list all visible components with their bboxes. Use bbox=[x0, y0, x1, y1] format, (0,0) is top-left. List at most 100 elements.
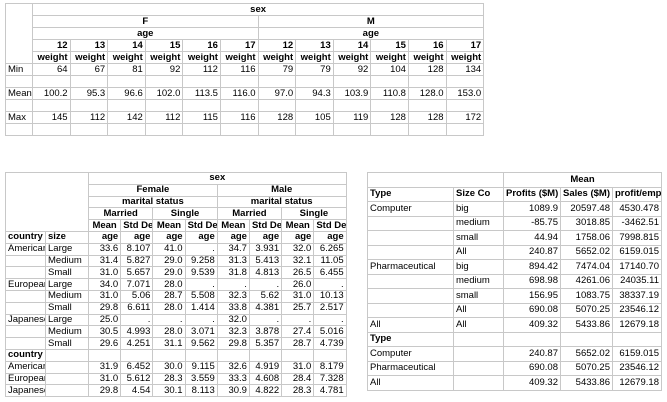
cell-value: 5.06 bbox=[120, 289, 154, 303]
cell-value: 92 bbox=[144, 63, 184, 76]
spacer-cell bbox=[257, 123, 297, 136]
table-row: Small 29.6 4.251 31.1 9.562 29.8 5.357 28.7 4.73… bbox=[5, 337, 347, 350]
cell-value: 41.0 bbox=[152, 242, 186, 256]
row-header: country bbox=[5, 230, 46, 244]
cell-value: 23546.12 bbox=[612, 360, 662, 376]
table-row: All 240.87 5652.02 6159.015 bbox=[367, 244, 662, 260]
spacer-cell bbox=[295, 99, 334, 112]
age-header: 17 bbox=[445, 39, 485, 52]
size-label: Medium bbox=[45, 325, 89, 339]
cell-value: 4.54 bbox=[120, 384, 154, 398]
table-row: small 44.94 1758.06 7998.815 bbox=[367, 230, 662, 246]
cell-value: 30.9 bbox=[216, 384, 250, 398]
measure-header: weight bbox=[370, 51, 409, 64]
size-label: Small bbox=[45, 337, 89, 350]
stub-cell bbox=[5, 3, 33, 64]
spacer-cell bbox=[182, 75, 221, 88]
cell-value: 29.8 bbox=[87, 384, 122, 398]
cell-value: 6159.015 bbox=[612, 244, 662, 260]
group-header: Female bbox=[88, 183, 218, 197]
cell-value: 5.657 bbox=[120, 266, 154, 280]
table-row: Medium 31.4 5.827 29.0 9.258 31.3 5.413 32.1 11.… bbox=[5, 254, 347, 268]
spacer-cell bbox=[295, 123, 334, 136]
measure-header: weight bbox=[295, 51, 334, 64]
cell-value: 8.113 bbox=[184, 384, 218, 398]
spacer-cell bbox=[257, 99, 297, 112]
cell-value: 33.8 bbox=[216, 301, 250, 315]
age-header: 12 bbox=[32, 39, 71, 52]
measure-header: weight bbox=[219, 51, 259, 64]
cell-value: 142 bbox=[107, 111, 146, 124]
unit-header: age bbox=[120, 230, 154, 244]
table-row: Mean 100.2 95.3 96.6 102.0 113.5 116.0 97.0 94.3… bbox=[5, 87, 485, 100]
cell-value: 26.5 bbox=[281, 266, 315, 280]
cell-value: 1758.06 bbox=[560, 230, 613, 246]
cell-value: 4.739 bbox=[313, 337, 347, 350]
cell-value: 29.0 bbox=[152, 266, 186, 280]
cell-value: 20597.48 bbox=[560, 201, 613, 217]
cell-value: 34.7 bbox=[216, 242, 250, 256]
cell-value: 31.3 bbox=[216, 254, 250, 268]
cell-value: 128 bbox=[370, 111, 409, 124]
table-row: 12 13 14 15 16 17 12 13 14 15 16 17 bbox=[6, 39, 485, 52]
age-header: 13 bbox=[295, 39, 334, 52]
spacer-cell bbox=[5, 123, 33, 136]
cell-value: 9.539 bbox=[184, 266, 218, 280]
spacer-cell bbox=[69, 123, 109, 136]
blank-cell bbox=[453, 360, 504, 376]
cell-value: 7.328 bbox=[313, 372, 347, 386]
blank-cell bbox=[45, 348, 89, 362]
cell-value: 44.94 bbox=[503, 230, 561, 246]
cell-value: -3462.51 bbox=[612, 215, 662, 231]
country-label bbox=[5, 337, 46, 350]
type-label bbox=[367, 273, 454, 289]
cell-value: 12679.18 bbox=[612, 317, 662, 333]
data-table: Mean Type Size Co Profits ($M) Sales ($M) pro… bbox=[367, 172, 662, 391]
cell-value: 67 bbox=[69, 63, 109, 76]
unit-header: age bbox=[152, 230, 186, 244]
cell-value: 31.9 bbox=[87, 360, 122, 374]
size-label: Small bbox=[45, 266, 89, 280]
spacer-cell bbox=[370, 123, 409, 136]
cell-value: 28.7 bbox=[152, 289, 186, 303]
blank-cell bbox=[184, 348, 218, 362]
cell-value: 28.0 bbox=[152, 301, 186, 315]
cell-value: 5.508 bbox=[184, 289, 218, 303]
cell-value: 116 bbox=[219, 111, 259, 124]
type-label bbox=[367, 244, 454, 260]
measure-header: weight bbox=[69, 51, 109, 64]
cell-value: 64 bbox=[32, 63, 71, 76]
spacer-cell bbox=[5, 99, 33, 112]
table-row: medium 698.98 4261.06 24035.11 bbox=[367, 273, 662, 289]
table-row: Type bbox=[367, 331, 662, 347]
table-row: American Large 33.6 8.107 41.0. 34.7 3.931 32.0… bbox=[5, 242, 347, 256]
status-header: Single bbox=[152, 207, 218, 221]
blank-cell bbox=[612, 331, 662, 347]
cell-value: 409.32 bbox=[503, 317, 561, 333]
cell-value: 17140.70 bbox=[612, 259, 662, 275]
cell-value: 33.6 bbox=[87, 242, 122, 256]
spacer-cell bbox=[69, 75, 109, 88]
size-label: Large bbox=[45, 313, 89, 327]
blank-cell bbox=[45, 384, 89, 398]
cell-value: 30.1 bbox=[152, 384, 186, 398]
spacer-cell bbox=[370, 99, 409, 112]
stat-header: Std Dev bbox=[313, 219, 347, 232]
stat-header: Mean bbox=[216, 219, 250, 232]
size-label: All bbox=[453, 317, 504, 333]
country-label bbox=[5, 266, 46, 280]
cell-value: 3.931 bbox=[248, 242, 283, 256]
cell-value: 134 bbox=[445, 63, 485, 76]
cell-value: 12679.18 bbox=[612, 375, 662, 391]
spacer-cell bbox=[144, 123, 184, 136]
spacer-cell bbox=[69, 99, 109, 112]
cell-value: 32.6 bbox=[216, 360, 250, 374]
spacer-cell bbox=[332, 123, 372, 136]
cell-value: 31.0 bbox=[87, 266, 122, 280]
size-label: All bbox=[453, 244, 504, 260]
table-row: Japanese 29.8 4.54 30.1 8.113 30.9 4.822 28.3 4.… bbox=[5, 384, 347, 398]
cell-value: 32.3 bbox=[216, 289, 250, 303]
table-row: marital status marital status bbox=[6, 195, 347, 209]
cell-value: 5652.02 bbox=[560, 244, 613, 260]
table-row: Female Male bbox=[6, 183, 347, 197]
